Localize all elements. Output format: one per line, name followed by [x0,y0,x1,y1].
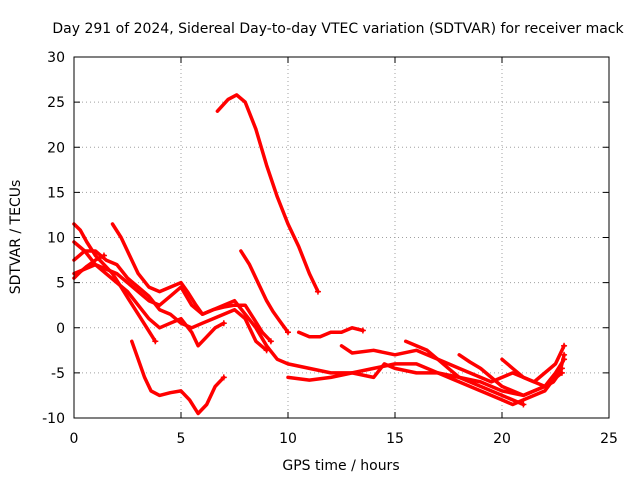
series-pass-06 [72,249,269,353]
series-endpoint-marker [561,342,568,349]
series-pass-04 [110,222,273,344]
series-pass-15 [500,353,566,389]
x-tick-label: 10 [279,431,297,447]
series-pass-02 [239,249,290,335]
y-tick-label: 30 [47,50,65,66]
y-tick-label: -10 [42,411,65,427]
x-tick-label: 25 [600,431,618,447]
series-pass-08 [72,262,564,398]
series-pass-14 [457,353,566,398]
grid-lines [74,57,609,418]
y-tick-label: 10 [47,231,65,247]
y-tick-label: 15 [47,185,65,201]
chart-title: Day 291 of 2024, Sidereal Day-to-day VTE… [52,21,624,37]
series-endpoint-marker [100,252,107,259]
series-pass-01 [215,93,320,294]
series-endpoint-marker [359,327,366,334]
x-tick-label: 0 [70,431,79,447]
series-endpoint-marker [220,320,227,327]
series-pass-09 [130,339,226,416]
x-axis-label: GPS time / hours [282,458,399,474]
series-endpoint-marker [152,338,159,345]
series-endpoint-marker [314,288,321,295]
y-tick-label: 20 [47,140,65,156]
y-axis-label: SDTVAR / TECUs [8,180,24,295]
series-endpoint-marker [561,351,568,358]
series-pass-12 [339,344,566,384]
x-tick-label: 20 [493,431,511,447]
axis-ticks: -10 -5 0 5 10 15 20 25 30 0 5 10 15 20 25 [42,50,618,447]
series-pass-10 [286,362,564,407]
y-tick-label: -5 [51,366,65,382]
series-pass-11 [296,326,365,339]
x-tick-label: 5 [177,431,186,447]
series-pass-13 [403,339,526,407]
series-endpoint-marker [220,374,227,381]
y-tick-label: 25 [47,95,65,111]
data-series [72,93,568,416]
y-tick-label: 5 [56,276,65,292]
series-endpoint-marker [520,401,527,408]
x-tick-label: 15 [386,431,404,447]
series-endpoint-marker [267,338,274,345]
series-pass-05 [72,240,226,348]
y-tick-label: 0 [56,321,65,337]
series-endpoint-marker [285,329,291,336]
